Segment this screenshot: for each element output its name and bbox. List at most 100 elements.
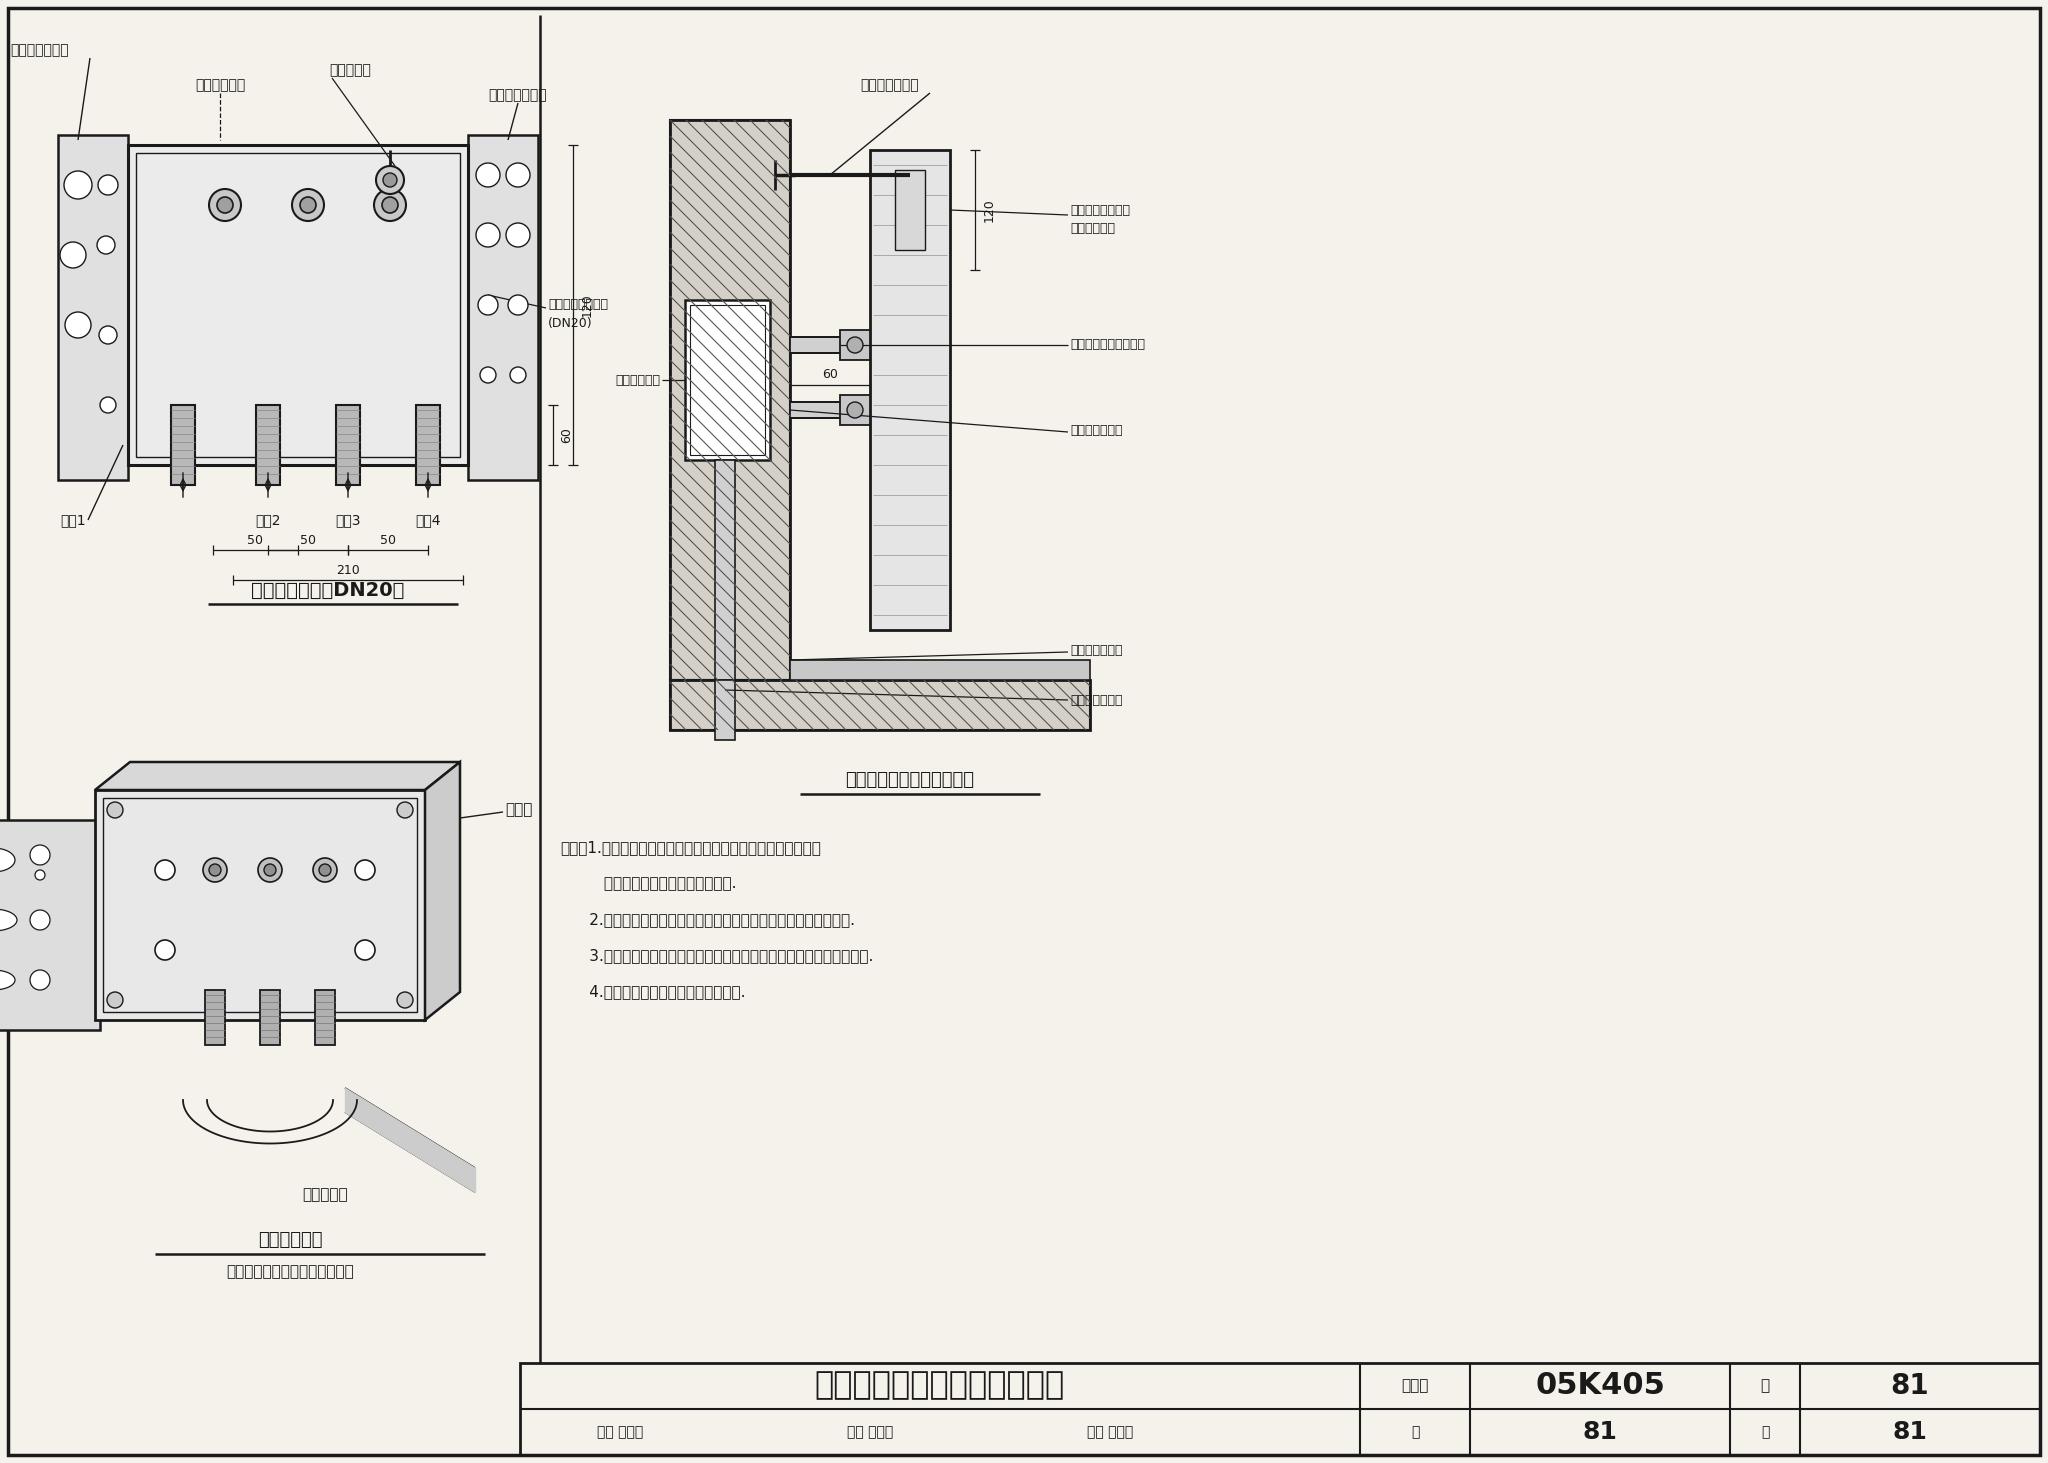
Text: 连接散热器的接口: 连接散热器的接口: [549, 298, 608, 312]
Text: 垫层内塑料管道: 垫层内塑料管道: [1069, 693, 1122, 707]
Bar: [135, 154, 461, 456]
Circle shape: [397, 802, 414, 818]
Circle shape: [479, 367, 496, 383]
Bar: [336, 405, 360, 486]
Text: 120: 120: [580, 293, 594, 317]
Circle shape: [510, 367, 526, 383]
Ellipse shape: [0, 849, 14, 872]
Text: 210: 210: [336, 563, 360, 576]
Text: 图集号: 图集号: [1401, 1378, 1430, 1393]
Circle shape: [98, 326, 117, 344]
Circle shape: [106, 992, 123, 1008]
Bar: [791, 660, 1090, 680]
Text: 页: 页: [1761, 1425, 1769, 1440]
Text: 50: 50: [299, 534, 315, 547]
Circle shape: [63, 171, 92, 199]
Bar: [205, 990, 225, 1045]
Polygon shape: [426, 762, 461, 1020]
Circle shape: [375, 189, 406, 221]
Text: 4.本页根据定型产品的技术资料编制.: 4.本页根据定型产品的技术资料编制.: [559, 985, 745, 999]
Ellipse shape: [31, 910, 49, 930]
Text: 接口的散热器: 接口的散热器: [1069, 221, 1114, 234]
Text: 散热器、管道与组件的连接: 散热器、管道与组件的连接: [846, 771, 975, 789]
Ellipse shape: [31, 970, 49, 990]
Circle shape: [156, 860, 174, 881]
Bar: [102, 797, 418, 1012]
Circle shape: [293, 189, 324, 221]
Text: 50: 50: [381, 534, 395, 547]
Text: 自动排气阀: 自动排气阀: [330, 63, 371, 78]
Text: (DN20): (DN20): [549, 316, 592, 329]
Text: 审核 孙淑萍: 审核 孙淑萍: [596, 1425, 643, 1440]
Circle shape: [508, 296, 528, 315]
Text: 校对 劳逸民: 校对 劳逸民: [848, 1425, 893, 1440]
Bar: [670, 120, 791, 680]
Bar: [684, 300, 770, 459]
Circle shape: [848, 336, 862, 353]
Circle shape: [66, 312, 90, 338]
Bar: [170, 405, 195, 486]
Text: 3.系统在做通水或水压实验时，不接散热器时可按照左图用短管封闭.: 3.系统在做通水或水压实验时，不接散热器时可按照左图用短管封闭.: [559, 948, 872, 963]
Text: 散热器固定支架: 散热器固定支架: [860, 78, 920, 92]
Circle shape: [209, 865, 221, 876]
Bar: [94, 790, 426, 1020]
Bar: [791, 336, 870, 353]
Text: 120: 120: [983, 198, 995, 222]
Circle shape: [354, 941, 375, 960]
Text: 接口3: 接口3: [336, 514, 360, 527]
Circle shape: [217, 198, 233, 214]
Bar: [715, 680, 735, 740]
Bar: [0, 819, 100, 1030]
Text: 接口1: 接口1: [59, 514, 86, 527]
Circle shape: [106, 802, 123, 818]
Circle shape: [313, 857, 338, 882]
Text: 设计 胡建丽: 设计 胡建丽: [1087, 1425, 1133, 1440]
Bar: [670, 680, 1090, 730]
Bar: [315, 990, 336, 1045]
Text: 塑料或金属管道: 塑料或金属管道: [1069, 423, 1122, 436]
Text: 散热器连接盒: 散热器连接盒: [614, 373, 659, 386]
Text: 在同程系统中可连接多组散热器.: 在同程系统中可连接多组散热器.: [559, 876, 737, 891]
Circle shape: [203, 857, 227, 882]
Text: 墙上安装固定板: 墙上安装固定板: [10, 42, 70, 57]
Text: 05K405: 05K405: [1536, 1371, 1665, 1400]
Bar: [670, 680, 1090, 730]
Text: 接口2: 接口2: [256, 514, 281, 527]
Ellipse shape: [31, 846, 49, 865]
Circle shape: [848, 402, 862, 418]
Ellipse shape: [0, 970, 14, 990]
Circle shape: [59, 241, 86, 268]
Bar: [840, 395, 870, 424]
Circle shape: [98, 176, 119, 195]
Text: 81: 81: [1890, 1372, 1929, 1400]
Circle shape: [354, 860, 375, 881]
Bar: [670, 680, 1090, 730]
Bar: [670, 120, 791, 680]
Ellipse shape: [35, 870, 45, 881]
Circle shape: [258, 857, 283, 882]
Circle shape: [209, 189, 242, 221]
Circle shape: [475, 222, 500, 247]
Text: 50: 50: [248, 534, 264, 547]
Circle shape: [477, 296, 498, 315]
Bar: [260, 990, 281, 1045]
Bar: [469, 135, 539, 480]
Text: 塑料或金属成品连接件: 塑料或金属成品连接件: [1069, 338, 1145, 351]
Ellipse shape: [0, 909, 16, 930]
Text: 配套连接管: 配套连接管: [303, 1188, 348, 1203]
Text: 81: 81: [1892, 1421, 1927, 1444]
Circle shape: [264, 865, 276, 876]
Bar: [690, 304, 766, 455]
Bar: [791, 402, 870, 418]
Bar: [870, 151, 950, 631]
Text: 2.连接件的四个接口可根据系统设计的需要确定是否连接或封堵.: 2.连接件的四个接口可根据系统设计的需要确定是否连接或封堵.: [559, 911, 854, 928]
Text: （散热器接管临时封闭的安装）: （散热器接管临时封闭的安装）: [225, 1264, 354, 1280]
Text: 散热器连接盒（DN20）: 散热器连接盒（DN20）: [252, 581, 406, 600]
Circle shape: [475, 162, 500, 187]
Bar: [520, 1364, 2040, 1456]
Bar: [670, 120, 791, 680]
Bar: [416, 405, 440, 486]
Text: 页: 页: [1761, 1378, 1769, 1393]
Circle shape: [377, 165, 403, 195]
Circle shape: [383, 173, 397, 187]
